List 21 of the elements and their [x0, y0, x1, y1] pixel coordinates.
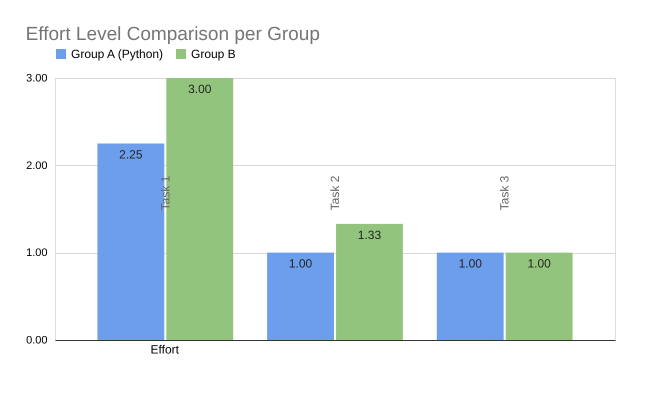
legend-label: Group B — [191, 47, 236, 61]
x-tick-label: Task 3 — [498, 175, 512, 210]
y-tick-label: 1.00 — [26, 247, 48, 260]
data-label: 2.25 — [119, 148, 143, 162]
y-tick-label: 0.00 — [26, 334, 48, 346]
data-label: 1.00 — [288, 256, 313, 271]
data-label: 1.00 — [527, 256, 552, 271]
chart-title: Effort Level Comparison per Group — [26, 24, 320, 45]
data-label: 1.00 — [458, 256, 482, 271]
bar — [267, 252, 334, 340]
legend-label: Group A (Python) — [71, 47, 164, 61]
bar — [336, 224, 403, 340]
x-axis-title: Effort — [150, 342, 180, 356]
x-tick-label: Task 1 — [158, 175, 172, 210]
y-tick-label: 3.00 — [26, 72, 48, 84]
data-label: 1.33 — [358, 228, 382, 242]
bar — [436, 252, 504, 340]
data-label: 3.00 — [188, 82, 212, 96]
y-tick-label: 2.00 — [26, 160, 48, 172]
x-tick-label: Task 2 — [328, 175, 342, 210]
bar — [506, 252, 573, 340]
